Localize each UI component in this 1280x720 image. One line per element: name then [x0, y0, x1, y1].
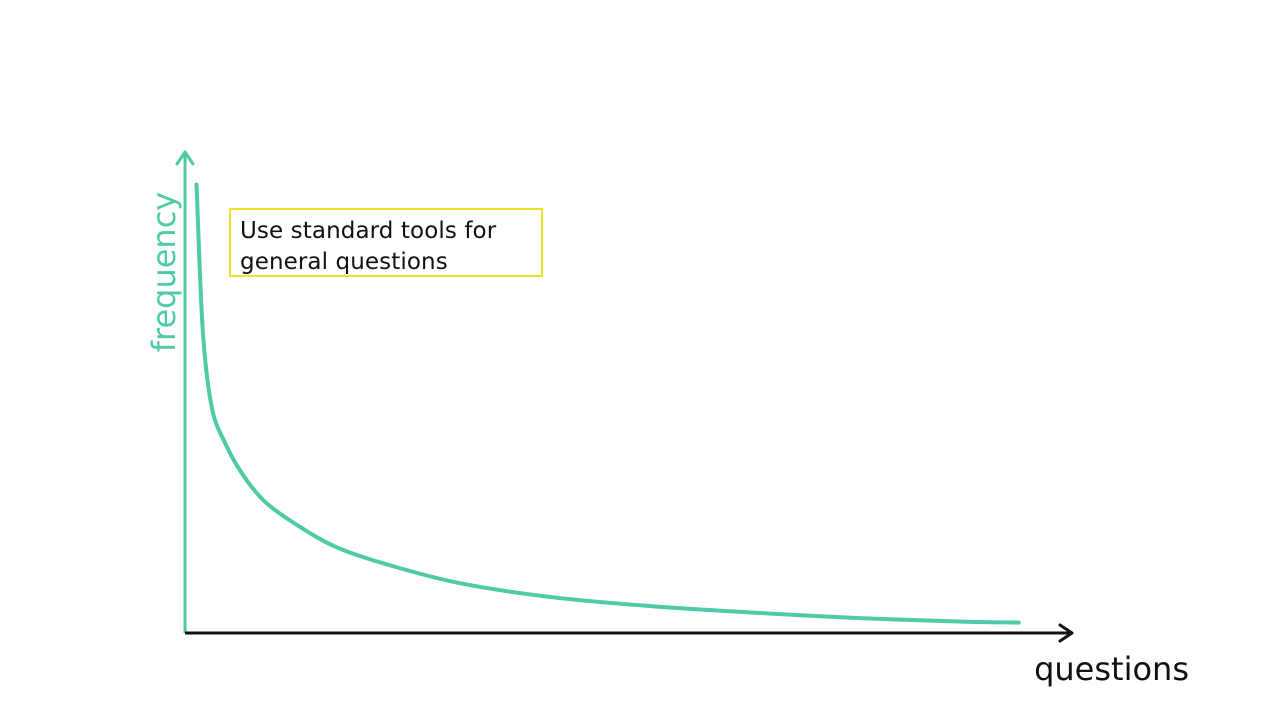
annotation-box: Use standard tools for general questions — [229, 208, 543, 277]
y-axis-arrow-icon — [175, 150, 195, 166]
x-axis-label: questions — [1034, 650, 1189, 688]
series-line — [194, 182, 1021, 625]
annotation-text: Use standard tools for general questions — [240, 218, 497, 275]
y-axis-label: frequency — [145, 192, 183, 353]
x-axis-arrow-icon — [1058, 623, 1074, 643]
